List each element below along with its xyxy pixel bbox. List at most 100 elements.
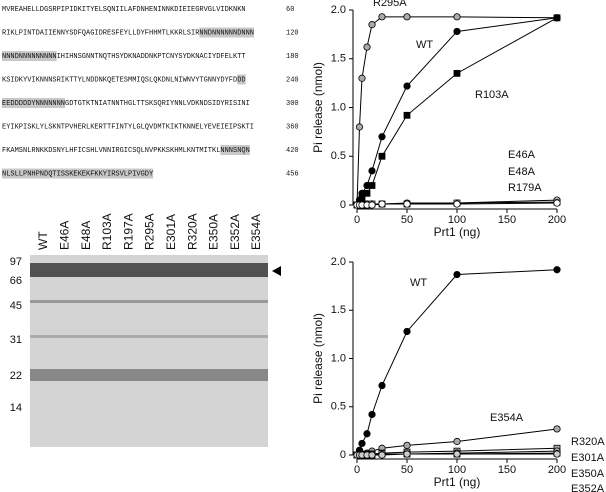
- marker-label: 22: [10, 370, 22, 382]
- lane-label: R103A: [100, 213, 114, 250]
- sequence-text: RIKLPINTDAIIENNYSDFQAGIDRESFEYLLDYFHHMTL…: [2, 29, 200, 37]
- lane-label: E301A: [164, 214, 178, 250]
- sequence-text: DD: [237, 76, 245, 84]
- series-label: R103A: [475, 89, 509, 101]
- lane-label: E354A: [249, 214, 263, 250]
- residue-number: 360: [286, 123, 299, 131]
- marker: [403, 441, 411, 449]
- y-tick-label: 2.0: [331, 4, 346, 16]
- series-label: R295A: [373, 0, 407, 9]
- marker: [378, 13, 386, 21]
- sequence-text: NNNSNQN: [220, 147, 249, 155]
- shade: [2, 98, 65, 108]
- marker-label: 97: [10, 256, 22, 268]
- lane-label: R197A: [121, 213, 135, 250]
- sequence-text: FKAMSNLRNKKDSNYLHFICSHLVNNIRGICSQLNVPKKS…: [2, 147, 220, 155]
- marker: [453, 437, 461, 446]
- sequence-text: IHIHNSGNNTNQTHSYDKNADDNKPTCNYSYDKNACIYDF…: [57, 53, 246, 61]
- series-label: E301A: [571, 452, 605, 464]
- marker: [358, 74, 366, 82]
- marker: [553, 14, 561, 22]
- gel-image: [30, 255, 268, 447]
- marker: [453, 450, 461, 458]
- marker: [368, 201, 376, 209]
- arrow-head: [272, 266, 281, 276]
- marker: [363, 189, 371, 197]
- shade: [220, 145, 250, 155]
- marker: [553, 450, 561, 458]
- residue-number: 300: [286, 100, 299, 108]
- residue-number: 120: [286, 29, 299, 37]
- marker: [453, 270, 461, 279]
- gel-band: [30, 335, 268, 338]
- marker: [368, 182, 376, 189]
- marker: [378, 133, 386, 141]
- series-label: R179A: [508, 182, 542, 194]
- sequence-text: NNNDNNNNNNNNN: [2, 53, 57, 61]
- sequence-text: KSIDKYVIKNNNSRIKTTYLNDDNKQETESMMIQSLQKDN…: [2, 76, 237, 84]
- lane-label: WT: [36, 231, 50, 250]
- y-axis-title: Pi release (nmol): [311, 313, 325, 404]
- x-tick-label: 150: [498, 464, 516, 476]
- x-tick-label: 200: [548, 214, 566, 226]
- marker-label: 45: [10, 300, 22, 312]
- marker: [553, 266, 561, 274]
- marker: [363, 43, 371, 51]
- marker: [355, 123, 364, 131]
- sequence-text: EYIKPISKLYLSKNTPVHERLKERTTFINTYLGLQVDMTK…: [2, 123, 254, 131]
- y-tick-label: 0: [340, 199, 346, 211]
- sequence-text: GDTGTKTNIATNNTHGLTTSKSQRIYNNLVDKNDSIDYRI…: [65, 100, 250, 108]
- lane-label: R320A: [185, 213, 199, 250]
- shade: [2, 168, 154, 179]
- marker: [553, 425, 561, 433]
- marker: [453, 13, 461, 21]
- marker: [358, 439, 366, 448]
- y-axis-title: Pi release (nmol): [311, 62, 325, 153]
- series-label: E48A: [508, 166, 536, 178]
- x-tick-label: 100: [448, 214, 466, 226]
- series-label: R320A: [571, 436, 605, 448]
- marker: [358, 194, 366, 202]
- gel-band: [30, 263, 268, 277]
- y-tick-label: 1.0: [331, 352, 346, 364]
- x-tick-label: 0: [354, 214, 360, 226]
- marker: [378, 200, 386, 208]
- series-label: E352A: [571, 483, 605, 492]
- marker: [403, 82, 411, 90]
- series-label: E350A: [571, 468, 605, 480]
- residue-number: 420: [286, 147, 299, 155]
- y-tick-label: 2.0: [331, 256, 346, 268]
- residue-number: 240: [286, 76, 299, 84]
- x-tick-label: 150: [498, 214, 516, 226]
- marker: [453, 200, 461, 208]
- marker: [378, 451, 386, 459]
- residue-number: 456: [286, 170, 299, 178]
- marker: [553, 199, 561, 207]
- marker-label: 14: [10, 402, 22, 414]
- y-tick-label: 1.5: [331, 53, 346, 65]
- residue-number: 60: [286, 6, 294, 14]
- lane-label: E46A: [57, 221, 71, 250]
- marker: [403, 327, 411, 336]
- marker: [453, 69, 461, 77]
- lane-label: E350A: [207, 214, 221, 250]
- shade: [237, 74, 246, 85]
- x-axis-title: Prt1 (ng): [434, 475, 481, 489]
- sequence-text: MVREAHELLDGSRPIPIDKITYELSQNIILAFDNHENINN…: [2, 6, 246, 14]
- sequence-text: NNDNNNNNNDNNN: [199, 29, 254, 37]
- series-label: WT: [416, 39, 433, 51]
- gel-band: [30, 369, 268, 381]
- shade: [199, 27, 254, 38]
- sequence-text: EEDDDDDYNNNNNNN: [2, 100, 65, 108]
- marker-label: 31: [10, 334, 22, 346]
- marker: [403, 200, 411, 208]
- marker: [378, 381, 386, 390]
- lane-label: E352A: [228, 214, 242, 250]
- y-tick-label: 0.5: [331, 401, 346, 413]
- marker: [403, 13, 411, 21]
- marker: [368, 410, 376, 419]
- sequence-text: NLSLLPNHPNDQTISSKEKEKFKKYIRSVLPIVGDY: [2, 170, 154, 178]
- marker: [453, 27, 461, 36]
